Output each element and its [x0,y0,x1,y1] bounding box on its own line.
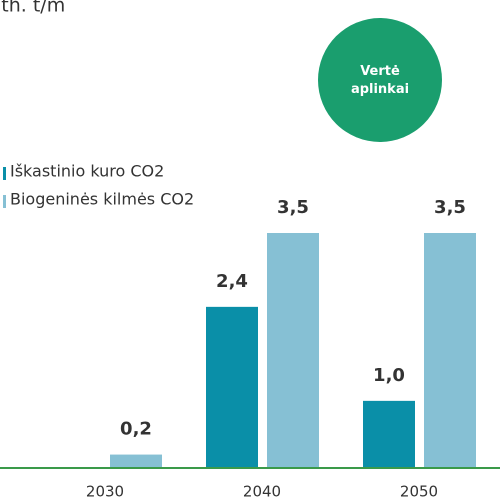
value-label: 2,4 [216,271,248,292]
bar [424,233,476,468]
value-label: 3,5 [434,197,466,218]
x-tick-label: 2050 [400,483,438,501]
unit-label: lth. t/m [0,0,65,17]
legend-label: Iškastinio kuro CO2 [10,162,164,181]
badge-text: Vertė aplinkai [351,64,409,97]
value-label: 3,5 [277,197,309,218]
x-tick-label: 2030 [86,483,124,501]
x-tick-label: 2040 [243,483,281,501]
bar [267,233,319,468]
badge-circle [318,18,442,142]
bar [363,400,415,468]
bar [206,306,258,468]
value-label: 0,2 [120,419,152,440]
legend-label: Biogeninės kilmės CO2 [10,190,194,209]
value-label: 1,0 [373,365,405,386]
legend-swatch [3,195,6,208]
bar [110,454,162,468]
legend-swatch [3,167,6,180]
